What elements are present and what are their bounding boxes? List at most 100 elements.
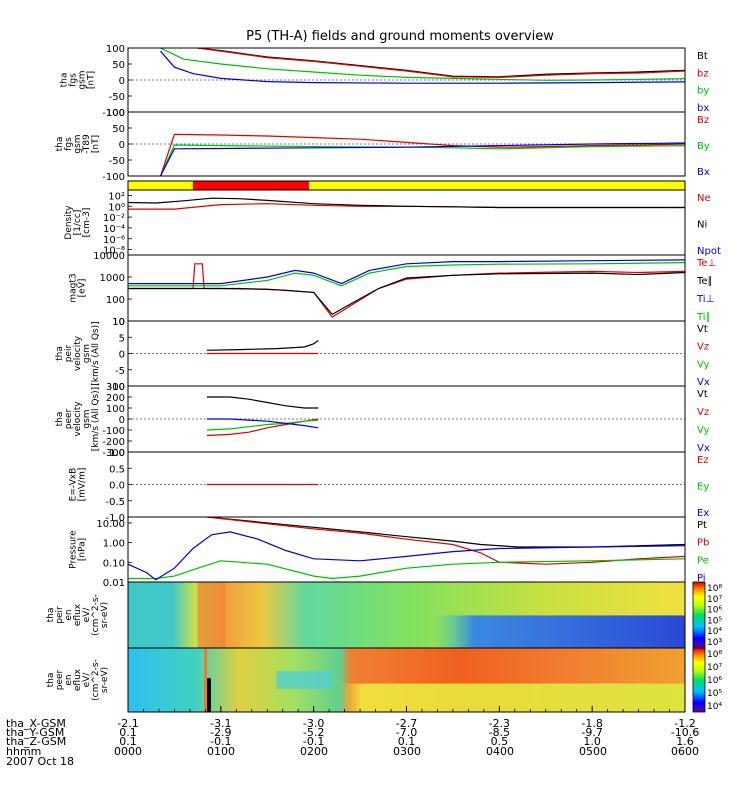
y-tick-label: 10 [112, 317, 125, 328]
spectrogram-image-peer_spectrogram [128, 648, 685, 712]
panel-frame-density [127, 189, 686, 256]
y-axis-label-line: [km/s (All Qs)] [91, 387, 101, 451]
y-axis-label-line: [nPa] [78, 538, 88, 561]
y-axis-label-fgs_t89: thafgsgsm-T89[nT] [55, 134, 101, 154]
colorbar-tick-label: 10⁶ [707, 606, 722, 616]
y-tick-label: 0.01 [103, 578, 125, 589]
series-line-Ti∥ [128, 262, 685, 287]
y-tick-label: 100 [106, 295, 125, 306]
y-axis-label-temperature: magt3[eV] [69, 273, 88, 302]
y-tick-label: -300 [102, 448, 125, 459]
legend-entry-Vx: Vx [697, 377, 710, 388]
legend-entry-By: By [697, 141, 710, 152]
series-line-Vt [206, 396, 319, 409]
colorbar-peir_spectrogram [692, 581, 706, 649]
chart-title: P5 (TH-A) fields and ground moments over… [246, 29, 554, 44]
ephem-value: -1.2 [674, 717, 695, 730]
spectrogram-gap [206, 678, 211, 712]
y-axis-label-line: [km/s (All Qs)] [91, 321, 101, 385]
series-group-temperature [128, 259, 685, 318]
panel-frame-fgs_t89 [127, 111, 686, 177]
legend-entry-Vy: Vy [697, 425, 710, 436]
ephem-value: -2.3 [489, 717, 510, 730]
y-tick-label: 5 [119, 333, 125, 344]
y-tick-label: 1.00 [103, 539, 125, 550]
y-axis-label-peir_velocity: thapeirvelocitygsm[km/s (All Qs)] [55, 321, 101, 385]
panel-fgs_t89: 100 50 0 -50 -100 Bz By Bx thafgsgsm-T89[nT] [55, 108, 710, 183]
ephem-value: -8.5 [489, 726, 510, 739]
y-axis-label-line: [mV/m] [78, 468, 88, 502]
y-tick-label: 100 [106, 108, 125, 119]
y-axis-label-line: [nT] [87, 71, 97, 89]
y-axis-label-line: [cm-3] [82, 208, 92, 238]
y-axis-label-line: tha [55, 346, 65, 361]
y-axis-label-line: peer [64, 408, 74, 429]
panel-frame-pressure [127, 516, 686, 583]
colorbar-tick-label: 10⁴ [707, 627, 722, 637]
ephem-value: -3.0 [303, 717, 324, 730]
ephem-label-z: tha_Z-GSM [6, 735, 66, 748]
legend-entry-Ti⊥: Ti⊥ [696, 294, 714, 305]
series-group-peer_velocity [128, 396, 685, 437]
panel-esa_mode_bar [127, 180, 686, 191]
y-axis-label-line: tha [46, 673, 56, 688]
colorbar-tick-label: 10⁴ [707, 702, 722, 712]
y-tick-label: 100 [106, 404, 125, 415]
y-tick-label: 10⁻⁶ [103, 235, 125, 246]
y-tick-label: 10 [112, 317, 125, 328]
colorbar-tick-label: 10⁷ [707, 595, 722, 605]
series-line-Te∥ [128, 271, 685, 316]
ephem-value: -10.6 [671, 726, 699, 739]
legend-entry-Ni: Ni [697, 220, 707, 231]
y-tick-label: 0 [119, 140, 125, 151]
y-tick-label: -5 [115, 366, 125, 377]
ephem-value: 1.6 [676, 735, 694, 748]
y-tick-label: -1.0 [105, 513, 125, 524]
series-line-Vy [206, 419, 319, 431]
date-label: 2007 Oct 18 [6, 755, 74, 768]
series-line-Pt [206, 517, 685, 548]
legend-entry-Bz: Bz [697, 115, 709, 126]
series-line-bx [160, 50, 685, 84]
y-axis-label-efield: E=-VxB[mV/m] [69, 468, 88, 502]
series-line-Bt [197, 48, 685, 78]
ephemeris-table: tha_X-GSM tha_Y-GSM tha_Z-GSM hhmm 2007 … [6, 717, 74, 768]
colorbar-tick-label: 10³ [707, 638, 722, 648]
y-axis-label-line: velocity [73, 401, 83, 437]
y-axis-label-line: gsm [73, 134, 83, 153]
legend-entry-Bt: Bt [697, 51, 708, 62]
panel-pressure: 10.00 1.00 0.10 0.01 Pt Pb Pe Pi Pressure[nPa] [69, 516, 709, 589]
y-axis-label-line: eV/ [82, 607, 92, 623]
series-line-by [160, 48, 685, 81]
legend-entry-Vx: Vx [697, 443, 710, 454]
y-axis-label-peir_spectrogram: thapeirenefluxeV/(cm^2-s-sr-eV) [46, 594, 110, 636]
colorbar-tick-label: 10⁶ [707, 676, 722, 686]
y-tick-label: -10 [109, 382, 125, 393]
y-tick-label: 10000 [93, 251, 125, 262]
ephem-value: 0.1 [398, 735, 416, 748]
spectrogram-hot-line [204, 648, 208, 712]
series-group-density [128, 197, 685, 210]
series-line-By [159, 144, 685, 176]
series-line-Bx [159, 142, 685, 176]
legend-entry-Vt: Vt [697, 389, 708, 400]
series-line-bz [197, 48, 685, 79]
spectrogram-hot-band [197, 582, 226, 648]
legend-entry-Te⊥: Te⊥ [696, 258, 716, 269]
y-axis-label-line: (cm^2-s- [91, 594, 101, 636]
time-tick-0: 0000 [114, 745, 142, 758]
legend-entry-Pb: Pb [697, 538, 709, 549]
ephem-value: -1.8 [581, 717, 602, 730]
legend-entry-Ey: Ey [697, 482, 709, 493]
y-axis-label-line: eV/ [82, 672, 92, 688]
ephem-value: -2.7 [396, 717, 417, 730]
y-axis-label-line: tha [55, 412, 65, 427]
series-line-Pe [128, 558, 685, 580]
y-tick-label: -50 [109, 156, 125, 167]
panel-temperature: 10000 1000 100 10 Te⊥ Te∥ Ti⊥ Ti∥ magt3[eV] [69, 251, 717, 328]
legend-entry-Pi: Pi [697, 573, 706, 584]
